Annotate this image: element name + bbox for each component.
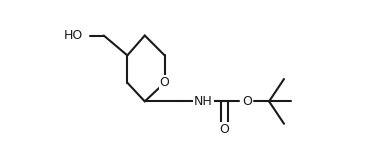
Text: O: O	[160, 76, 170, 89]
Text: NH: NH	[194, 95, 213, 108]
Text: O: O	[242, 95, 252, 108]
Text: HO: HO	[63, 29, 83, 42]
Text: O: O	[219, 124, 229, 136]
